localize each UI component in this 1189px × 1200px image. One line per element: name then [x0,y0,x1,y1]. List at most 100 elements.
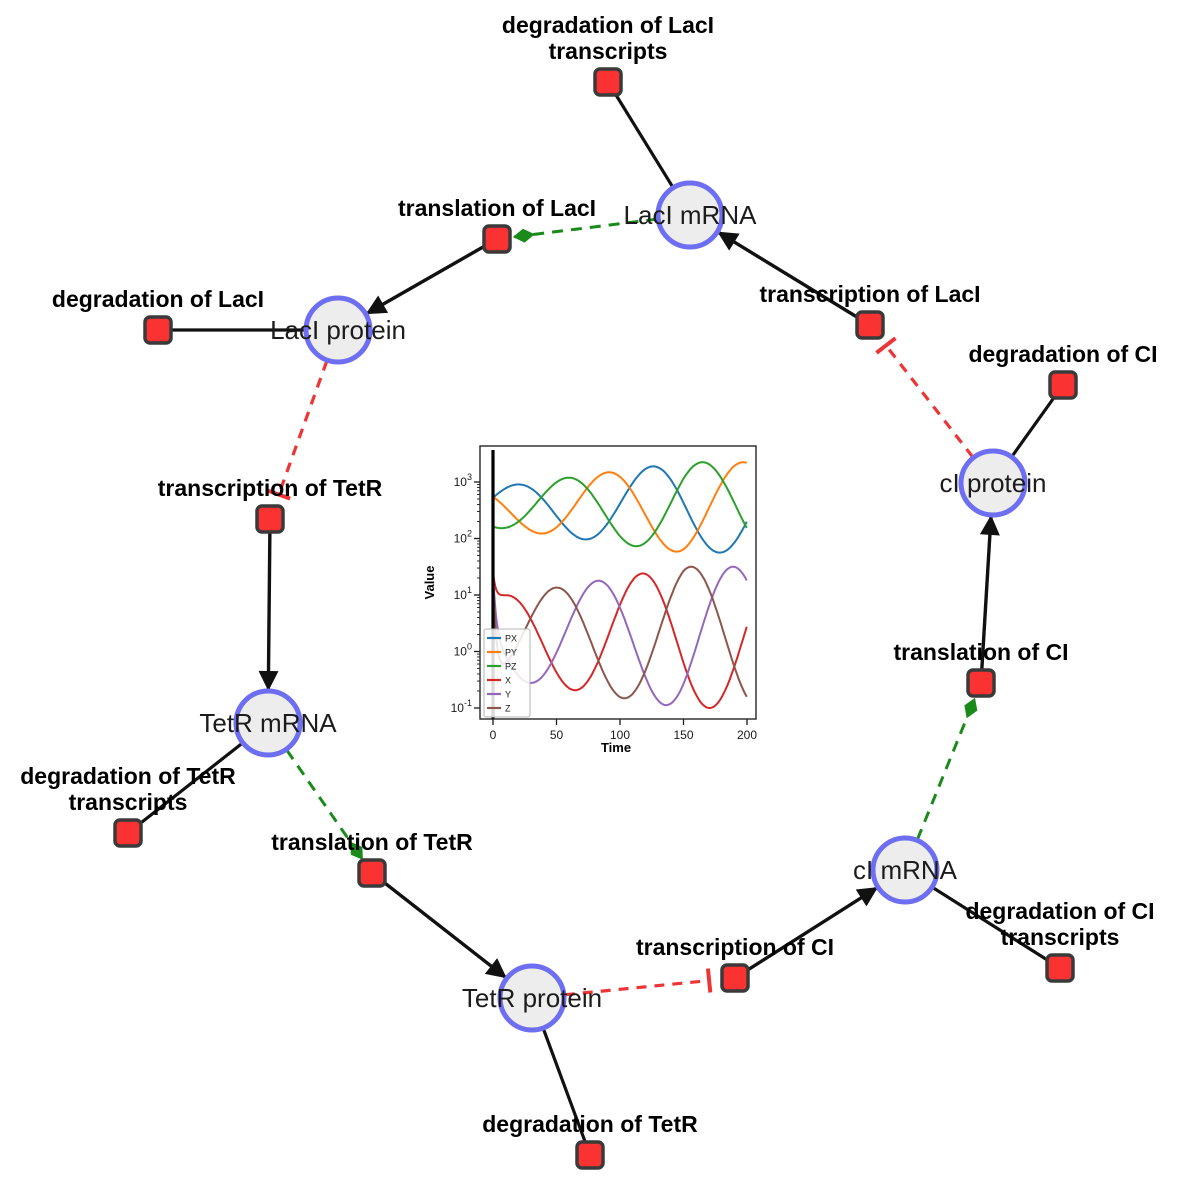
edge-consumption-TetR_protein-deg_TetR [541,1028,592,1156]
legend: PX PY PZ XYZ [483,628,531,718]
legend-entry-PY: PY [487,648,517,658]
x-tick-label: 0 [490,728,497,742]
species-node-LacI_protein[interactable]: LacI protein [270,295,406,365]
legend-entry-Z: Z [487,704,511,714]
reaction-network: degradation of LacI transcripts translatio… [20,12,1158,1170]
reaction-node-deg_TetR[interactable]: degradation of TetR [482,1111,698,1170]
species-node-cI_protein[interactable]: cI protein [940,448,1047,518]
reaction-square-icon[interactable] [575,1140,605,1170]
species-circle-icon[interactable] [233,688,303,758]
edge-consumption-LacI_mRNA-deg_LacI_tx [606,81,675,188]
species-nodes: LacI mRNA LacI protein TetR mRNA TetR prote… [199,180,1047,1033]
y-axis-title: Value [422,566,437,600]
reaction-square-icon[interactable] [1048,370,1078,400]
species-node-TetR_mRNA[interactable]: TetR mRNA [199,688,337,758]
reaction-node-deg_CI[interactable]: degradation of CI [968,341,1158,400]
reaction-label-tx_LacI: transcription of LacI [759,281,980,307]
reaction-square-icon[interactable] [720,963,750,993]
species-label-TetR_protein: TetR protein [462,983,602,1013]
species-node-LacI_mRNA[interactable]: LacI mRNA [624,180,758,250]
reaction-square-icon[interactable] [482,224,512,254]
x-tick-label: 200 [737,728,757,742]
edge-production-tx_TetR-TetR_mRNA [258,518,279,692]
species-circle-icon[interactable] [870,835,940,905]
reaction-label-deg_CI: degradation of CI [968,341,1157,367]
reaction-label-tx_CI: transcription of CI [636,934,834,960]
y-tick-label: 103 [454,472,472,489]
reaction-label-deg_CI_tx: degradation of CI transcripts [965,898,1154,950]
reaction-node-tx_TetR[interactable]: transcription of TetR [158,475,383,534]
edge-inhibition-TetR_protein-tx_CI [564,968,713,997]
species-circle-icon[interactable] [958,448,1028,518]
reaction-label-transl_TetR: translation of TetR [271,829,473,855]
legend-label: Y [505,690,511,700]
reaction-node-transl_CI[interactable]: translation of CI [893,639,1069,698]
reaction-square-icon[interactable] [143,315,173,345]
edge-production-transl_LacI-LacI_protein [365,237,498,315]
series-line-Z [492,565,748,700]
reaction-nodes: degradation of LacI transcripts translatio… [20,12,1158,1170]
y-tick-label: 102 [454,529,472,546]
reaction-square-icon[interactable] [855,310,885,340]
edges [127,81,1065,1156]
species-circle-icon[interactable] [655,180,725,250]
reaction-label-tx_TetR: transcription of TetR [158,475,383,501]
reaction-square-icon[interactable] [1045,953,1075,983]
reaction-node-deg_CI_tx[interactable]: degradation of CI transcripts [965,898,1155,983]
species-node-cI_mRNA[interactable]: cI mRNA [853,835,958,905]
reaction-label-deg_LacI_tx: degradation of LacI transcripts [502,12,714,64]
y-tick-label: 10-1 [451,698,472,715]
x-axis-title: Time [601,740,631,755]
reaction-square-icon[interactable] [357,858,387,888]
reaction-label-transl_CI: translation of CI [893,639,1068,665]
species-label-LacI_mRNA: LacI mRNA [624,200,758,230]
reaction-square-icon[interactable] [966,668,996,698]
reaction-node-deg_TetR_tx[interactable]: degradation of TetR transcripts [20,763,236,848]
reaction-square-icon[interactable] [255,504,285,534]
plot-frame [479,445,757,720]
edge-production-tx_LacI-LacI_mRNA [717,231,871,327]
x-tick-label: 100 [610,728,630,742]
species-label-LacI_protein: LacI protein [270,315,406,345]
reaction-node-deg_LacI_tx[interactable]: degradation of LacI transcripts [502,12,714,97]
reaction-label-transl_LacI: translation of LacI [398,195,596,221]
reaction-node-tx_LacI[interactable]: transcription of LacI [759,281,981,340]
species-label-cI_protein: cI protein [940,468,1047,498]
edge-consumption-TetR_mRNA-deg_TetR_tx [127,742,244,835]
series-line-PZ [493,461,748,548]
legend-label: X [505,676,511,686]
legend-entry-Y: Y [487,690,511,700]
legend-label: PY [505,648,517,658]
species-node-TetR_protein[interactable]: TetR protein [462,963,602,1033]
series-line-PX [492,465,748,554]
reaction-node-deg_LacI[interactable]: degradation of LacI [52,286,264,345]
reaction-square-icon[interactable] [113,818,143,848]
edge-modifier-cI_mRNA-transl_CI [916,697,978,840]
x-tick-label: 50 [550,728,564,742]
legend-label: Z [505,704,511,714]
edge-production-transl_TetR-TetR_protein [370,871,507,979]
y-tick-label: 100 [454,642,472,659]
reaction-node-tx_CI[interactable]: transcription of CI [636,934,834,993]
series-line-X [492,572,748,709]
reaction-node-transl_LacI[interactable]: translation of LacI [398,195,596,254]
species-label-TetR_mRNA: TetR mRNA [199,708,337,738]
reaction-square-icon[interactable] [593,67,623,97]
edge-production-tx_CI-cI_mRNA [734,886,878,980]
species-circle-icon[interactable] [303,295,373,365]
edge-production-transl_CI-cI_protein [979,514,1000,684]
reaction-label-deg_TetR_tx: degradation of TetR transcripts [20,763,236,815]
legend-label: PX [505,634,517,644]
reaction-label-deg_LacI: degradation of LacI [52,286,264,312]
legend-entry-PX: PX [487,634,517,644]
species-circle-icon[interactable] [497,963,567,1033]
x-tick-label: 150 [673,728,693,742]
series-line-PY [492,461,747,553]
y-tick-label: 101 [454,585,472,602]
legend-entry-PZ: PZ [487,662,517,672]
species-label-cI_mRNA: cI mRNA [853,855,958,885]
reaction-node-transl_TetR[interactable]: translation of TetR [271,829,473,888]
